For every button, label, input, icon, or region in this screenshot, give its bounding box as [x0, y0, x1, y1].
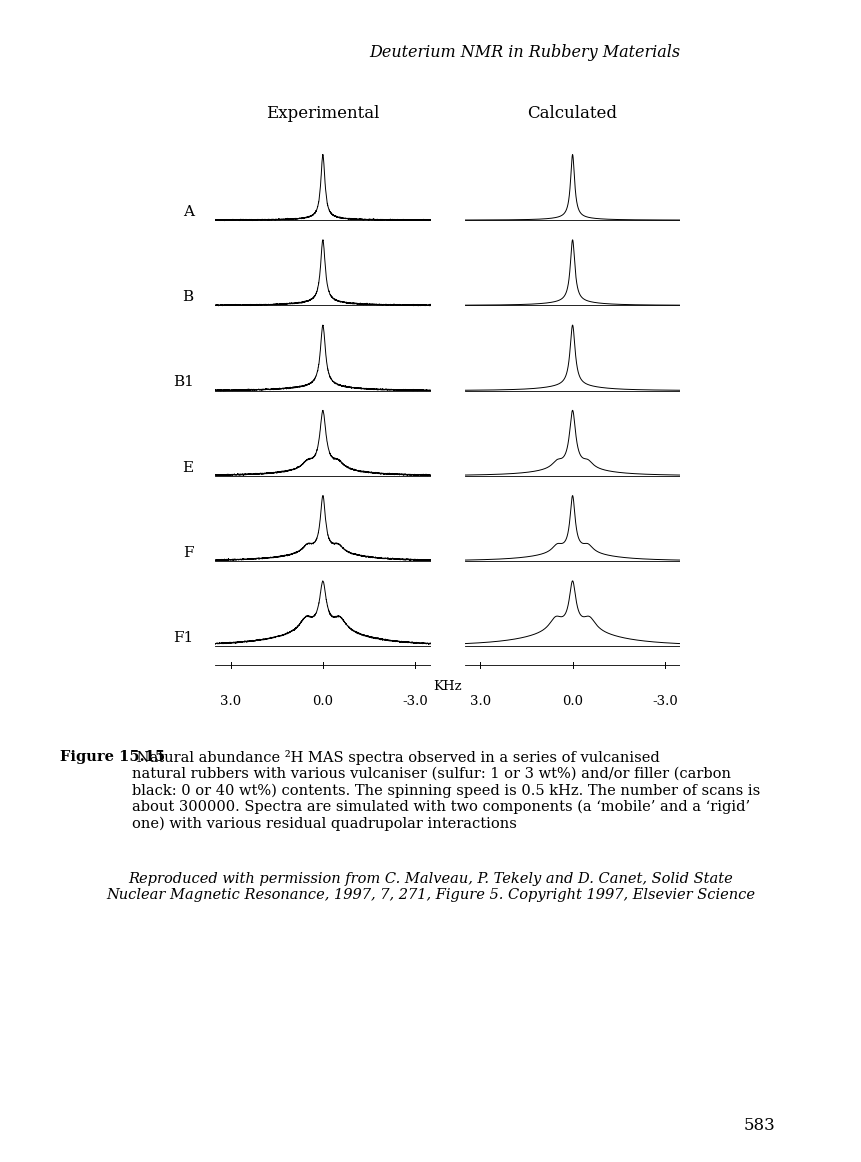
- Text: 0.0: 0.0: [562, 695, 583, 708]
- Text: Calculated: Calculated: [528, 105, 617, 122]
- Text: 0.0: 0.0: [313, 695, 333, 708]
- Text: Reproduced with permission from C. Malveau, P. Tekely and D. Canet, Solid State
: Reproduced with permission from C. Malve…: [106, 872, 755, 902]
- Text: F: F: [183, 546, 194, 560]
- Text: B1: B1: [173, 375, 194, 389]
- Text: -3.0: -3.0: [402, 695, 428, 708]
- Text: F1: F1: [173, 631, 194, 645]
- Text: B: B: [183, 290, 194, 304]
- Text: Natural abundance ²H MAS spectra observed in a series of vulcanised
natural rubb: Natural abundance ²H MAS spectra observe…: [132, 749, 760, 831]
- Text: Deuterium NMR in Rubbery Materials: Deuterium NMR in Rubbery Materials: [369, 44, 680, 60]
- Text: A: A: [183, 205, 194, 218]
- Text: Figure 15.15: Figure 15.15: [60, 749, 165, 763]
- Text: 3.0: 3.0: [220, 695, 241, 708]
- Text: KHz: KHz: [433, 680, 462, 693]
- Text: -3.0: -3.0: [652, 695, 678, 708]
- Text: Experimental: Experimental: [266, 105, 380, 122]
- Text: 583: 583: [743, 1116, 775, 1133]
- Text: 3.0: 3.0: [470, 695, 491, 708]
- Text: E: E: [183, 460, 194, 474]
